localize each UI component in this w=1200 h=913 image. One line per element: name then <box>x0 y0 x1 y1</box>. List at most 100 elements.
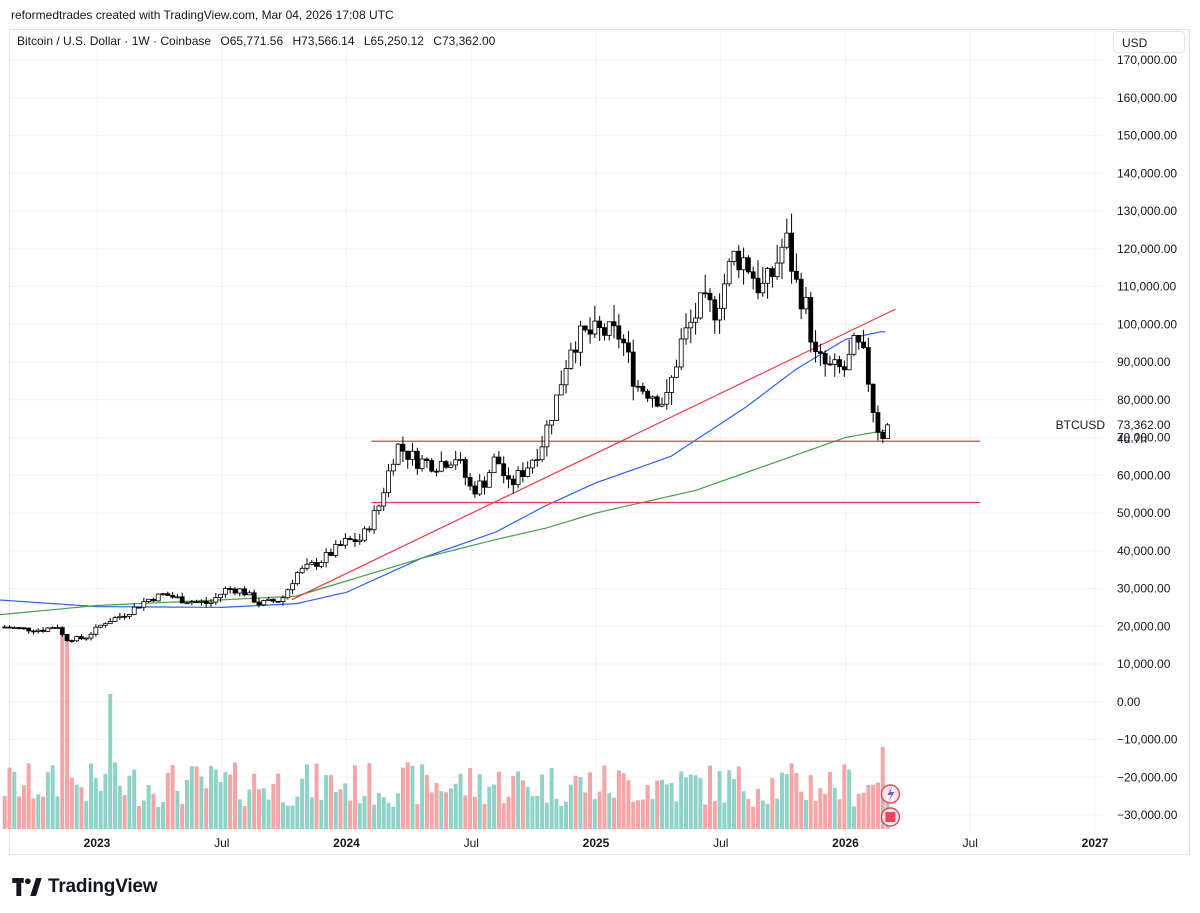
candle-body <box>424 458 430 461</box>
volume-bar <box>645 785 650 829</box>
candle-body <box>146 598 152 602</box>
volume-bar <box>818 788 823 829</box>
volume-bar <box>69 777 74 829</box>
candle-body <box>208 601 214 604</box>
volume-bar <box>746 798 751 829</box>
volume-bar <box>424 775 429 829</box>
candle <box>530 459 535 474</box>
candle <box>841 360 847 377</box>
candle <box>362 526 367 543</box>
volume-bar <box>60 634 65 829</box>
currency-button[interactable]: USD <box>1113 31 1185 53</box>
volume-bar <box>755 788 760 829</box>
candle-body <box>55 627 60 629</box>
volume-bar <box>559 805 564 829</box>
volume-bar <box>636 800 641 829</box>
candle <box>462 456 468 486</box>
candle <box>674 359 679 379</box>
candle-body <box>525 467 531 477</box>
volume-bar <box>717 770 722 829</box>
lightning-icon <box>887 786 895 802</box>
candle-body <box>578 325 583 353</box>
volume-bar <box>688 774 693 829</box>
candle <box>59 626 65 637</box>
volume-bar <box>492 784 497 829</box>
time-tick-label: 2025 <box>583 836 610 850</box>
candle <box>122 613 128 620</box>
candle <box>822 350 828 377</box>
volume-bar <box>362 796 367 829</box>
candle-body <box>390 463 396 472</box>
candle <box>602 323 607 341</box>
volume-bar <box>103 773 108 829</box>
candle-body <box>136 606 142 609</box>
ohlc-low: L65,250.12 <box>363 34 424 48</box>
symbol-name[interactable]: Bitcoin / U.S. Dollar · 1W · Coinbase <box>17 34 212 48</box>
candle-body <box>232 588 238 594</box>
candle-body <box>294 572 300 585</box>
candle <box>199 599 204 606</box>
candle-body <box>472 485 478 495</box>
volume-bar <box>664 784 669 829</box>
candle <box>194 599 200 604</box>
candle-body <box>165 593 171 596</box>
volume-bar <box>50 765 55 829</box>
candle-body <box>141 601 147 608</box>
candle <box>45 626 51 632</box>
candle <box>640 382 646 395</box>
volume-bar <box>842 764 847 829</box>
candle-body <box>304 563 310 569</box>
candle <box>520 462 526 483</box>
volume-bar <box>156 806 161 829</box>
candle-body <box>640 385 646 392</box>
candle <box>434 468 439 477</box>
volume-bar <box>285 805 290 829</box>
candle <box>237 588 243 597</box>
candle <box>496 451 502 465</box>
candle-body <box>227 588 233 590</box>
candle <box>16 627 22 630</box>
volume-bar <box>684 777 689 829</box>
volume-bar <box>324 775 329 829</box>
candle <box>208 598 214 607</box>
candle <box>338 540 343 547</box>
candle-body <box>582 325 588 331</box>
candle <box>131 603 137 616</box>
volume-bar <box>856 793 861 829</box>
candle <box>405 450 411 469</box>
candle <box>654 394 660 408</box>
volume-bar <box>477 774 482 829</box>
candle-body <box>386 470 391 494</box>
candle <box>765 266 770 299</box>
candle-body <box>328 552 334 556</box>
candle-body <box>832 359 838 365</box>
price-tick-label: 120,000.00 <box>1117 242 1177 256</box>
candle <box>491 453 497 474</box>
price-tick-label: 100,000.00 <box>1117 317 1177 331</box>
volume-bar <box>319 799 324 829</box>
volume-bar <box>21 785 26 829</box>
volume-bar <box>429 792 434 829</box>
volume-bars <box>2 634 890 829</box>
candle <box>333 540 339 558</box>
volume-bar <box>439 791 444 829</box>
candle <box>179 592 185 604</box>
candle-body <box>179 596 185 604</box>
candle <box>779 238 785 279</box>
candle <box>793 253 799 283</box>
volume-bar <box>516 771 521 829</box>
candle-body <box>741 257 746 271</box>
candle-body <box>79 636 84 640</box>
candle-body <box>611 321 617 327</box>
price-tick-label: 70,000.00 <box>1117 431 1171 445</box>
volume-bar <box>607 792 612 829</box>
candle-body <box>26 627 32 632</box>
candle <box>31 629 36 635</box>
candle-body <box>880 432 886 439</box>
candle-body <box>405 450 411 460</box>
volume-bar <box>511 775 516 829</box>
candle-body <box>721 283 727 309</box>
candle <box>74 635 80 643</box>
volume-bar <box>237 799 242 829</box>
